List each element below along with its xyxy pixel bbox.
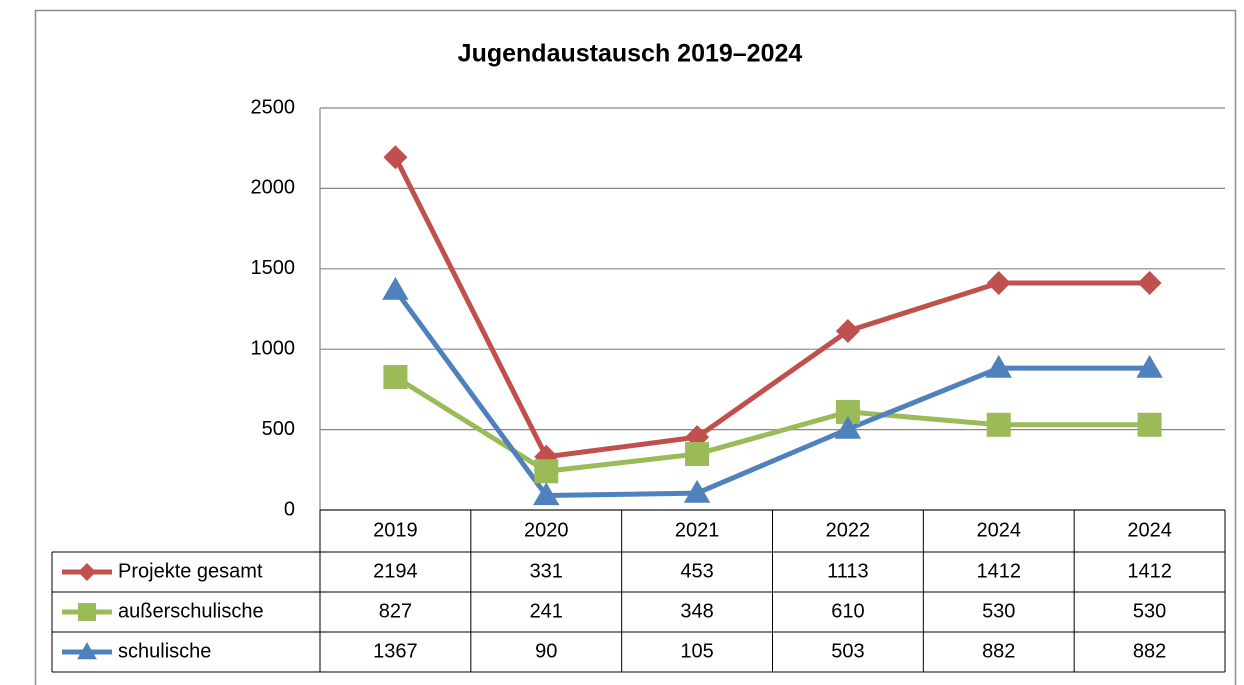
marker	[1137, 412, 1162, 437]
table-value: 882	[982, 640, 1015, 662]
marker	[78, 563, 96, 581]
legend-label: Projekte gesamt	[118, 560, 263, 582]
legend-label: schulische	[118, 640, 211, 662]
marker	[685, 442, 710, 467]
table-value: 241	[530, 600, 563, 622]
x-tick-label: 2024	[977, 519, 1022, 541]
table-value: 1113	[827, 560, 869, 582]
table-value: 882	[1133, 640, 1166, 662]
table-value: 827	[379, 600, 412, 622]
table-value: 530	[982, 600, 1015, 622]
table-value: 1412	[977, 560, 1022, 582]
marker	[986, 270, 1011, 295]
marker	[986, 412, 1011, 437]
marker	[533, 482, 560, 506]
marker	[1137, 270, 1162, 295]
x-tick-label: 2020	[524, 519, 569, 541]
y-tick-label: 1000	[251, 337, 296, 359]
table-value: 1412	[1127, 560, 1172, 582]
table-value: 1367	[373, 640, 418, 662]
x-tick-label: 2022	[826, 519, 871, 541]
table-value: 453	[680, 560, 713, 582]
legend-label: außerschulische	[118, 600, 264, 622]
table-value: 530	[1133, 600, 1166, 622]
series-line	[393, 288, 1150, 499]
series-line	[394, 374, 1150, 474]
marker	[77, 642, 97, 660]
marker	[1136, 354, 1163, 378]
y-tick-label: 2500	[251, 96, 296, 118]
marker	[78, 603, 96, 621]
y-tick-label: 1500	[251, 257, 296, 279]
y-tick-label: 500	[262, 418, 295, 440]
marker	[835, 319, 860, 344]
marker	[534, 459, 559, 484]
marker	[383, 145, 408, 170]
table-value: 503	[831, 640, 864, 662]
series-line	[393, 156, 1150, 460]
marker	[834, 415, 862, 439]
x-tick-label: 2024	[1127, 519, 1172, 541]
marker	[383, 365, 408, 390]
marker	[382, 276, 409, 300]
table-value: 105	[680, 640, 713, 662]
marker	[683, 479, 711, 503]
table-value: 90	[535, 640, 557, 662]
x-tick-label: 2019	[373, 519, 418, 541]
y-tick-label: 0	[284, 498, 295, 520]
chart-border	[34, 9, 1237, 685]
table-value: 348	[680, 600, 713, 622]
table-value: 331	[530, 560, 563, 582]
chart-title: Jugendaustausch 2019–2024	[458, 40, 803, 68]
table-value: 610	[831, 600, 864, 622]
table-value: 2194	[373, 560, 418, 582]
y-tick-label: 2000	[251, 177, 296, 199]
x-tick-label: 2021	[675, 519, 720, 541]
marker	[985, 354, 1012, 378]
